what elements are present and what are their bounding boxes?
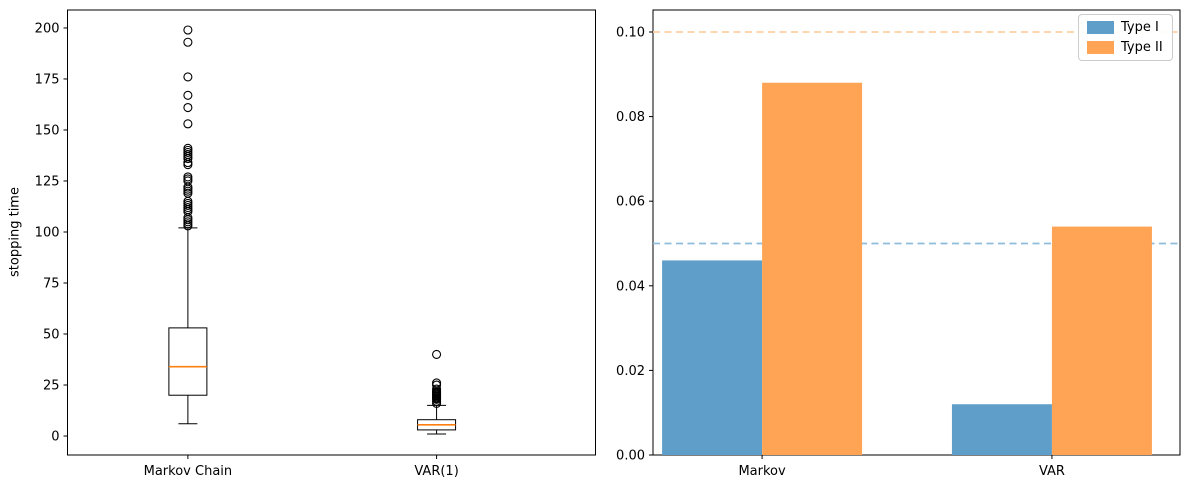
bar-axes-border: [652, 9, 1181, 456]
boxplot-y-tick-label: 100: [35, 225, 60, 240]
boxplot-axes-border: [67, 9, 596, 456]
boxplot-y-tick-label: 175: [35, 72, 60, 87]
bar-y-tick-label: 0.10: [616, 25, 645, 40]
boxplot-y-tick-label: 75: [43, 276, 60, 291]
outlier-point-markov-chain: [183, 172, 193, 182]
boxplot-y-tick-label: 200: [35, 21, 60, 36]
bar-x-tick-label-markov: Markov: [738, 464, 786, 479]
outlier-point-var-1: [432, 384, 442, 394]
bar-x-tick-label-var: VAR: [1039, 464, 1065, 479]
boxplot-y-tick-label: 0: [51, 430, 59, 445]
outlier-point-markov-chain: [183, 90, 193, 100]
outlier-point-markov-chain: [183, 25, 193, 35]
type-i-swatch: [1087, 21, 1114, 34]
outlier-point-markov-chain: [183, 119, 193, 129]
y-axis-label: stopping time: [7, 187, 23, 277]
bar-y-tick-label: 0.02: [616, 364, 645, 379]
outlier-point-markov-chain: [183, 143, 193, 153]
box-markov-chain: [168, 327, 208, 396]
bar-y-tick-label: 0.04: [616, 279, 645, 294]
type-ii-swatch: [1087, 41, 1114, 54]
legend-label-type-i: Type I: [1121, 20, 1159, 35]
legend-item-type-i: Type I: [1087, 21, 1164, 34]
bar-type-i-markov: [662, 260, 763, 455]
boxplot-y-tick-label: 50: [43, 328, 60, 343]
outlier-point-var-1: [432, 378, 442, 388]
bar-y-tick-label: 0.00: [616, 449, 645, 464]
outlier-point-markov-chain: [183, 102, 193, 113]
outlier-point-var-1: [432, 349, 442, 359]
outlier-point-markov-chain: [183, 72, 193, 82]
legend-item-type-ii: Type II: [1087, 41, 1164, 54]
legend: Type I Type II: [1078, 14, 1173, 61]
boxplot-y-tick-label: 125: [35, 174, 60, 189]
legend-label-type-ii: Type II: [1121, 40, 1163, 55]
bar-type-ii-var: [1051, 226, 1152, 455]
bar-type-i-var: [951, 404, 1052, 455]
boxplot-x-tick-label-markov-chain: Markov Chain: [144, 464, 233, 479]
boxplot-x-tick-label-var-1: VAR(1): [414, 464, 458, 479]
boxplot-y-tick-label: 25: [43, 379, 60, 394]
bar-type-ii-markov: [762, 82, 863, 455]
boxplot-y-tick-label: 150: [35, 123, 60, 138]
bar-y-tick-label: 0.08: [616, 110, 645, 125]
bar-y-tick-label: 0.06: [616, 195, 645, 210]
outlier-point-markov-chain: [183, 37, 193, 47]
